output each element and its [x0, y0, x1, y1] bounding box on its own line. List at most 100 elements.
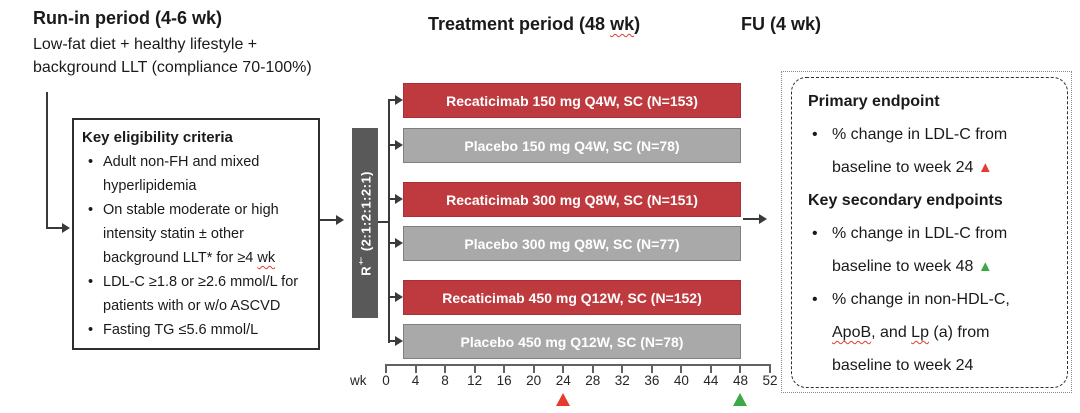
- eligibility-item-3: • LDL-C ≥1.8 or ≥2.6 mmol/L for: [82, 270, 312, 294]
- arm-bar-treatment-1: Recaticimab 150 mg Q4W, SC (N=153): [403, 83, 741, 118]
- arms-to-endpoints-arrow-line: [743, 218, 760, 220]
- treatment-title-close: ): [634, 14, 641, 34]
- bullet-icon: •: [88, 202, 94, 218]
- axis-tick: [591, 366, 594, 373]
- randomization-ratio: (2:1:2:1:2:1): [358, 170, 374, 255]
- bullet-icon: •: [88, 274, 94, 290]
- axis-tick-label: 24: [555, 373, 571, 388]
- secondary-endpoint-item-2-cont: ApoB, and Lp (a) from: [808, 316, 1057, 349]
- branch-arrow-line: [389, 198, 396, 200]
- fu-period-title: FU (4 wk): [741, 14, 822, 34]
- arm-bar-treatment-3: Recaticimab 300 mg Q8W, SC (N=151): [403, 182, 741, 217]
- runin-subtitle-line1: Low-fat diet + healthy lifestyle +: [33, 36, 258, 53]
- eligibility-item-1-cont: hyperlipidemia: [82, 174, 312, 198]
- endpoint-text: % change in LDL-C from: [832, 126, 1008, 143]
- eligibility-item-3-cont: patients with or w/o ASCVD: [82, 294, 312, 318]
- endpoint-text: baseline to week 48: [832, 258, 974, 275]
- arrowhead-icon: [395, 336, 403, 346]
- eligibility-item-2-cont: intensity statin ± other: [82, 222, 312, 246]
- axis-tick: [739, 366, 742, 373]
- week-48-secondary-marker-icon: [733, 393, 748, 406]
- key-secondary-endpoints-title: Key secondary endpoints: [808, 192, 1003, 209]
- arm-bar-placebo-4: Placebo 300 mg Q8W, SC (N=77): [403, 226, 741, 261]
- arm-bar-placebo-6: Placebo 450 mg Q12W, SC (N=78): [403, 324, 741, 359]
- eligibility-wavy-word: wk: [257, 250, 276, 266]
- branch-vline: [388, 99, 390, 343]
- axis-tick: [709, 366, 712, 373]
- week-24-primary-marker-icon: [556, 393, 571, 406]
- axis-tick: [562, 366, 565, 373]
- axis-tick: [532, 366, 535, 373]
- eligibility-item-2: • On stable moderate or high: [82, 198, 312, 222]
- randomization-r: R: [358, 265, 374, 276]
- endpoint-wavy-word: ApoB: [832, 324, 872, 341]
- axis-tick-label: 0: [382, 373, 390, 388]
- endpoints-outer-frame: [781, 71, 1072, 393]
- axis-tick-label: 40: [673, 373, 689, 388]
- bullet-icon: •: [88, 322, 94, 338]
- bullet-icon: •: [812, 126, 818, 143]
- secondary-endpoint-item-2-cont2: baseline to week 24: [808, 349, 1057, 382]
- branch-arrow-line: [389, 242, 396, 244]
- axis-tick-label: 44: [703, 373, 719, 388]
- eligibility-text: On stable moderate or high: [103, 202, 279, 218]
- axis-tick-label: 48: [732, 373, 748, 388]
- axis-line: [385, 364, 771, 366]
- bullet-icon: •: [812, 291, 818, 308]
- axis-tick-label: 4: [411, 373, 420, 388]
- arrowhead-icon: [395, 238, 403, 248]
- eligibility-item-1: • Adult non-FH and mixed: [82, 150, 312, 174]
- arrowhead-icon: [395, 292, 403, 302]
- axis-tick-label: 12: [467, 373, 483, 388]
- axis-tick: [385, 366, 387, 373]
- axis-tick-label: 52: [762, 373, 778, 388]
- treatment-title-text: Treatment period (48: [428, 14, 611, 34]
- eligibility-box: Key eligibility criteria • Adult non-FH a…: [72, 118, 320, 350]
- eligibility-text: Fasting TG ≤5.6 mmol/L: [103, 322, 259, 338]
- arrowhead-icon: [395, 95, 403, 105]
- arrowhead-icon: [759, 214, 767, 224]
- axis-unit-label: wk: [350, 373, 367, 388]
- endpoint-wavy-word: Lp: [911, 324, 929, 341]
- bullet-icon: •: [88, 154, 94, 170]
- endpoint-text: , and: [871, 324, 912, 341]
- eligibility-item-4: • Fasting TG ≤5.6 mmol/L: [82, 318, 312, 342]
- arm-bar-placebo-2: Placebo 150 mg Q4W, SC (N=78): [403, 128, 741, 163]
- arrowhead-icon: [395, 140, 403, 150]
- secondary-endpoint-item-1-cont: baseline to week 48 ▲: [808, 250, 1057, 283]
- eligibility-item-2-cont2: background LLT* for ≥4 wk: [82, 246, 312, 270]
- runin-connector-hline: [46, 227, 63, 229]
- eligibility-text: patients with or w/o ASCVD: [103, 298, 281, 314]
- eligibility-title: Key eligibility criteria: [82, 129, 233, 146]
- bullet-icon: •: [812, 225, 818, 242]
- arrowhead-icon: [336, 215, 344, 225]
- eligibility-text: background LLT* for ≥4: [103, 250, 258, 266]
- endpoint-text: (a) from: [928, 324, 990, 341]
- endpoint-text: % change in LDL-C from: [832, 225, 1008, 242]
- treatment-title-wavy-word: wk: [610, 14, 635, 34]
- axis-tick-label: 8: [441, 373, 449, 388]
- primary-endpoint-item: • % change in LDL-C from: [808, 118, 1057, 151]
- primary-endpoint-title: Primary endpoint: [808, 93, 940, 110]
- axis-tick: [769, 366, 771, 373]
- branch-arrow-line: [389, 340, 396, 342]
- primary-endpoint-item-cont: baseline to week 24 ▲: [808, 151, 1057, 184]
- randomization-label: R† (2:1:2:1:2:1): [356, 171, 373, 276]
- axis-tick: [473, 366, 476, 373]
- treatment-period-title: Treatment period (48 wk): [428, 14, 640, 35]
- axis-tick: [503, 366, 506, 373]
- branch-arrow-line: [389, 144, 396, 146]
- red-triangle-icon: ▲: [977, 159, 993, 176]
- endpoint-text: % change in non-HDL-C,: [832, 291, 1010, 308]
- arm-bar-treatment-5: Recaticimab 450 mg Q12W, SC (N=152): [403, 280, 741, 315]
- runin-subtitle-line2: background LLT (compliance 70-100%): [33, 59, 312, 76]
- randomization-bar: R† (2:1:2:1:2:1): [352, 128, 378, 318]
- dagger-footnote-icon: †: [356, 254, 367, 266]
- branch-arrow-line: [389, 296, 396, 298]
- eligibility-text: LDL-C ≥1.8 or ≥2.6 mmol/L for: [103, 274, 299, 290]
- r-stem-line: [378, 221, 389, 223]
- eligibility-to-r-arrow-line: [320, 219, 336, 221]
- runin-connector-vline: [46, 92, 48, 228]
- eligibility-text: hyperlipidemia: [103, 178, 197, 194]
